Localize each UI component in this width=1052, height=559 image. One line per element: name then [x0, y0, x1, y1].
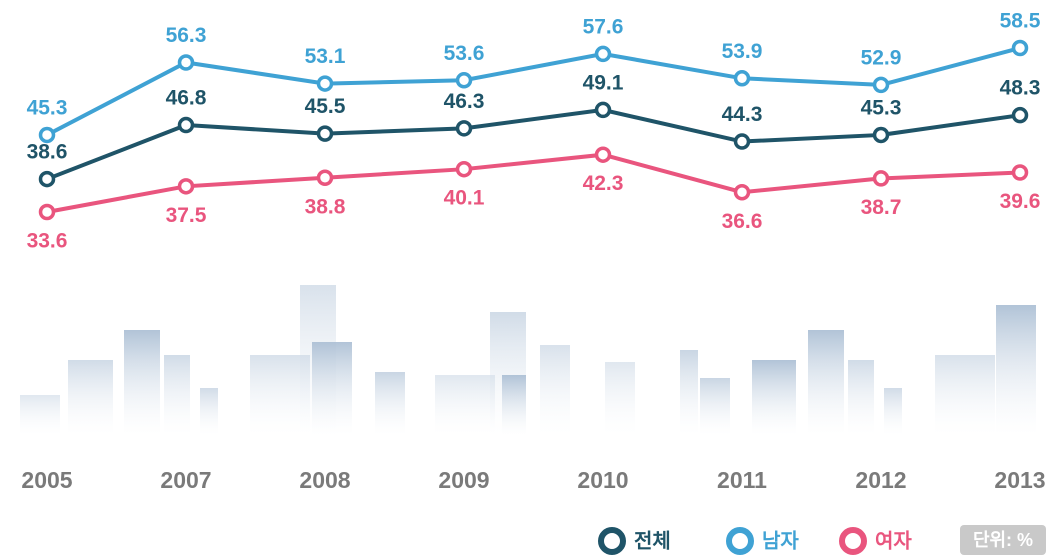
marker	[733, 183, 751, 201]
marker	[1011, 164, 1029, 181]
marker	[38, 203, 56, 221]
data-label: 38.6	[27, 141, 68, 164]
line	[46, 46, 1021, 137]
data-label: 38.8	[305, 195, 346, 218]
marker	[177, 178, 195, 195]
legend-label: 여자	[875, 529, 912, 552]
unit-badge	[960, 525, 1046, 555]
marker	[177, 116, 195, 134]
data-label: 53.6	[444, 42, 485, 65]
data-label: 48.3	[1000, 77, 1041, 100]
marker	[733, 70, 751, 87]
data-label: 37.5	[166, 204, 207, 227]
data-label: 39.6	[1000, 190, 1041, 213]
marker	[872, 170, 890, 187]
marker	[594, 45, 612, 63]
legend-marker	[598, 527, 626, 555]
x-tick-label: 2007	[160, 467, 211, 493]
marker	[38, 170, 56, 188]
legend-label: 남자	[762, 529, 799, 552]
x-tick-label: 2011	[717, 467, 767, 493]
legend: 전체 남자 여자	[598, 527, 912, 555]
legend-marker	[839, 527, 867, 555]
data-label: 52.9	[861, 46, 902, 69]
data-label: 46.8	[166, 87, 207, 110]
x-tick-label: 2009	[438, 467, 489, 493]
data-label: 45.3	[27, 96, 68, 119]
x-tick-label: 2008	[299, 467, 350, 493]
marker	[177, 54, 195, 71]
legend-marker	[726, 527, 754, 555]
data-label: 57.6	[583, 15, 624, 38]
x-tick-label: 2005	[21, 467, 72, 493]
marker	[316, 75, 334, 92]
data-label: 42.3	[583, 172, 624, 195]
marker	[316, 125, 334, 142]
marker	[38, 126, 56, 144]
data-label: 46.3	[444, 90, 485, 113]
data-label: 56.3	[166, 24, 207, 47]
data-label: 45.5	[305, 95, 346, 118]
marker	[872, 126, 890, 144]
marker	[1011, 106, 1029, 124]
line	[46, 107, 1021, 181]
marker	[1011, 39, 1029, 57]
marker	[594, 101, 612, 119]
data-label: 38.7	[861, 196, 902, 219]
x-tick-label: 2010	[577, 467, 628, 493]
x-tick-label: 2012	[855, 467, 906, 493]
unit-label: 단위: %	[973, 530, 1033, 550]
data-label: 58.5	[1000, 10, 1041, 33]
data-label: 44.3	[722, 103, 763, 126]
marker	[455, 72, 473, 89]
marker	[316, 169, 334, 187]
marker	[455, 160, 473, 178]
data-label: 53.1	[305, 45, 346, 68]
skyline	[20, 285, 1036, 435]
data-label: 49.1	[583, 71, 624, 94]
data-label: 36.6	[722, 210, 763, 233]
marker	[594, 146, 612, 163]
data-label: 40.1	[444, 187, 485, 210]
marker	[455, 120, 473, 137]
data-label: 45.3	[861, 96, 902, 119]
data-label: 53.9	[722, 40, 763, 63]
legend-label: 전체	[634, 529, 671, 552]
data-label: 33.6	[27, 230, 68, 253]
marker	[733, 133, 751, 150]
marker	[872, 76, 890, 94]
x-tick-label: 2013	[994, 467, 1045, 493]
line	[46, 152, 1021, 214]
